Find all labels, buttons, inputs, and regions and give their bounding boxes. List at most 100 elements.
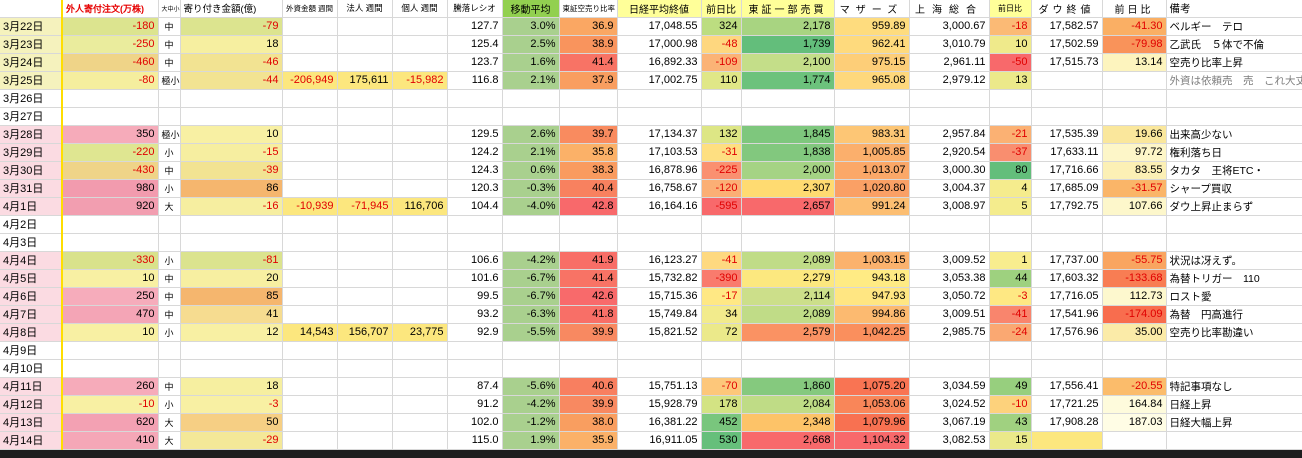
foreign-cell[interactable]: 10 bbox=[61, 323, 159, 342]
ma-cell[interactable]: 2.5% bbox=[502, 35, 560, 54]
nikkei-cell[interactable] bbox=[617, 107, 702, 126]
mothers-cell[interactable]: 1,003.15 bbox=[834, 251, 910, 270]
tosho-cell[interactable]: 2,089 bbox=[741, 251, 835, 270]
kojin-cell[interactable] bbox=[392, 305, 448, 324]
tosho-cell[interactable]: 2,114 bbox=[741, 287, 835, 306]
kojin-cell[interactable] bbox=[392, 269, 448, 288]
nikkei-cell[interactable]: 16,878.96 bbox=[617, 161, 702, 180]
hojin-cell[interactable] bbox=[337, 179, 393, 198]
sh_chg-cell[interactable]: 1 bbox=[989, 251, 1032, 270]
short-cell[interactable]: 42.8 bbox=[559, 197, 618, 216]
open_amt-cell[interactable] bbox=[180, 215, 283, 234]
date-cell[interactable]: 3月24日 bbox=[0, 53, 63, 72]
open_amt-cell[interactable] bbox=[180, 107, 283, 126]
nikkei-cell[interactable]: 16,758.67 bbox=[617, 179, 702, 198]
note-cell[interactable]: 日経上昇 bbox=[1166, 395, 1302, 414]
column-header-nk_chg[interactable]: 前日比 bbox=[701, 0, 742, 18]
gaishi-cell[interactable] bbox=[282, 215, 338, 234]
nk_chg-cell[interactable]: -595 bbox=[701, 197, 742, 216]
dow-cell[interactable] bbox=[1031, 359, 1103, 378]
kojin-cell[interactable] bbox=[392, 233, 448, 252]
foreign-cell[interactable]: 250 bbox=[61, 287, 159, 306]
mothers-cell[interactable] bbox=[834, 89, 910, 108]
nk_chg-cell[interactable] bbox=[701, 89, 742, 108]
dow_chg-cell[interactable]: -133.68 bbox=[1102, 269, 1167, 288]
note-cell[interactable]: ベルギー テロ bbox=[1166, 17, 1302, 36]
nikkei-cell[interactable]: 16,911.05 bbox=[617, 431, 702, 450]
ma-cell[interactable]: 0.6% bbox=[502, 161, 560, 180]
sh_chg-cell[interactable]: -24 bbox=[989, 323, 1032, 342]
nikkei-cell[interactable]: 16,892.33 bbox=[617, 53, 702, 72]
note-cell[interactable]: 権利落ち日 bbox=[1166, 143, 1302, 162]
ma-cell[interactable] bbox=[502, 89, 560, 108]
date-cell[interactable]: 3月28日 bbox=[0, 125, 63, 144]
nk_chg-cell[interactable] bbox=[701, 341, 742, 360]
hojin-cell[interactable] bbox=[337, 53, 393, 72]
open_amt-cell[interactable]: 86 bbox=[180, 179, 283, 198]
size-cell[interactable]: 小 bbox=[158, 395, 181, 414]
date-cell[interactable]: 4月12日 bbox=[0, 395, 63, 414]
dow_chg-cell[interactable] bbox=[1102, 359, 1167, 378]
hojin-cell[interactable] bbox=[337, 125, 393, 144]
open_amt-cell[interactable] bbox=[180, 359, 283, 378]
hojin-cell[interactable] bbox=[337, 35, 393, 54]
shanghai-cell[interactable] bbox=[909, 359, 990, 378]
open_amt-cell[interactable]: -29 bbox=[180, 431, 283, 450]
hojin-cell[interactable] bbox=[337, 89, 393, 108]
date-cell[interactable]: 3月23日 bbox=[0, 35, 63, 54]
gaishi-cell[interactable] bbox=[282, 233, 338, 252]
hojin-cell[interactable] bbox=[337, 359, 393, 378]
kojin-cell[interactable] bbox=[392, 107, 448, 126]
kojin-cell[interactable] bbox=[392, 431, 448, 450]
ma-cell[interactable]: 3.0% bbox=[502, 17, 560, 36]
date-cell[interactable]: 3月25日 bbox=[0, 71, 63, 90]
dow-cell[interactable]: 17,535.39 bbox=[1031, 125, 1103, 144]
open_amt-cell[interactable]: -46 bbox=[180, 53, 283, 72]
shanghai-cell[interactable]: 3,024.52 bbox=[909, 395, 990, 414]
foreign-cell[interactable]: -330 bbox=[61, 251, 159, 270]
date-cell[interactable]: 3月22日 bbox=[0, 17, 63, 36]
nikkei-cell[interactable]: 15,751.13 bbox=[617, 377, 702, 396]
date-cell[interactable]: 3月29日 bbox=[0, 143, 63, 162]
tosho-cell[interactable]: 2,348 bbox=[741, 413, 835, 432]
dow_chg-cell[interactable] bbox=[1102, 215, 1167, 234]
dow_chg-cell[interactable] bbox=[1102, 431, 1167, 450]
ratio-cell[interactable] bbox=[447, 359, 503, 378]
date-cell[interactable]: 3月26日 bbox=[0, 89, 63, 108]
ma-cell[interactable]: -6.3% bbox=[502, 305, 560, 324]
column-header-ratio[interactable]: 騰落レシオ bbox=[447, 0, 503, 18]
mothers-cell[interactable]: 943.18 bbox=[834, 269, 910, 288]
sh_chg-cell[interactable]: 10 bbox=[989, 35, 1032, 54]
tosho-cell[interactable]: 2,279 bbox=[741, 269, 835, 288]
foreign-cell[interactable]: 350 bbox=[61, 125, 159, 144]
size-cell[interactable] bbox=[158, 341, 181, 360]
size-cell[interactable]: 極小 bbox=[158, 71, 181, 90]
ratio-cell[interactable]: 124.3 bbox=[447, 161, 503, 180]
open_amt-cell[interactable] bbox=[180, 89, 283, 108]
ma-cell[interactable] bbox=[502, 341, 560, 360]
mothers-cell[interactable]: 965.08 bbox=[834, 71, 910, 90]
foreign-cell[interactable]: -460 bbox=[61, 53, 159, 72]
gaishi-cell[interactable] bbox=[282, 431, 338, 450]
sh_chg-cell[interactable]: -10 bbox=[989, 395, 1032, 414]
kojin-cell[interactable] bbox=[392, 143, 448, 162]
column-header-gaishi[interactable]: 外資金額 週間 bbox=[282, 0, 338, 18]
nikkei-cell[interactable]: 17,103.53 bbox=[617, 143, 702, 162]
mothers-cell[interactable]: 1,075.20 bbox=[834, 377, 910, 396]
mothers-cell[interactable]: 994.86 bbox=[834, 305, 910, 324]
nk_chg-cell[interactable]: -70 bbox=[701, 377, 742, 396]
shanghai-cell[interactable]: 3,067.19 bbox=[909, 413, 990, 432]
dow_chg-cell[interactable] bbox=[1102, 89, 1167, 108]
shanghai-cell[interactable]: 2,957.84 bbox=[909, 125, 990, 144]
sh_chg-cell[interactable]: 13 bbox=[989, 71, 1032, 90]
dow-cell[interactable]: 17,792.75 bbox=[1031, 197, 1103, 216]
size-cell[interactable]: 中 bbox=[158, 305, 181, 324]
tosho-cell[interactable] bbox=[741, 233, 835, 252]
ratio-cell[interactable]: 123.7 bbox=[447, 53, 503, 72]
ma-cell[interactable] bbox=[502, 215, 560, 234]
open_amt-cell[interactable]: 12 bbox=[180, 323, 283, 342]
nikkei-cell[interactable]: 15,928.79 bbox=[617, 395, 702, 414]
dow-cell[interactable] bbox=[1031, 233, 1103, 252]
ratio-cell[interactable]: 101.6 bbox=[447, 269, 503, 288]
foreign-cell[interactable]: -10 bbox=[61, 395, 159, 414]
